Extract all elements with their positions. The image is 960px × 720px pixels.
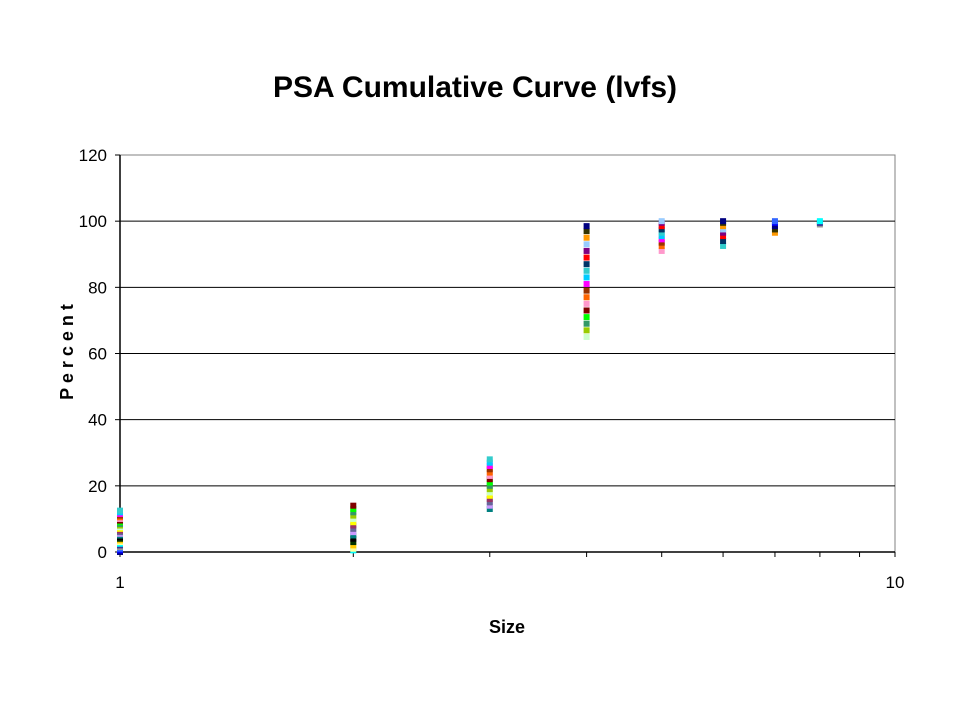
data-point (486, 459, 493, 466)
data-point (486, 482, 493, 489)
data-point (658, 229, 665, 236)
data-points (117, 218, 823, 555)
data-point (583, 241, 590, 248)
data-point (486, 469, 493, 476)
data-point (350, 522, 357, 529)
y-tick-label: 120 (79, 146, 107, 165)
data-point (350, 535, 357, 542)
data-point (583, 254, 590, 261)
data-point (583, 307, 590, 314)
data-point (658, 223, 665, 230)
x-axis-label: Size (489, 617, 525, 637)
y-tick-label: 100 (79, 212, 107, 231)
data-point (486, 466, 493, 473)
data-point (583, 267, 590, 274)
data-point (720, 233, 727, 240)
data-point (583, 247, 590, 254)
data-point (583, 234, 590, 241)
data-point (486, 486, 493, 493)
data-point (583, 333, 590, 340)
data-point (720, 229, 727, 236)
data-point (350, 502, 357, 509)
data-point (658, 233, 665, 240)
y-tick-label: 80 (88, 278, 107, 297)
data-point (658, 236, 665, 243)
chart-title: PSA Cumulative Curve (lvfs) (273, 71, 677, 104)
data-point (583, 228, 590, 235)
y-tick-label: 20 (88, 477, 107, 496)
data-point (350, 519, 357, 526)
y-tick-label: 60 (88, 345, 107, 364)
data-point (583, 327, 590, 334)
data-point (350, 545, 357, 552)
y-tick-label: 40 (88, 411, 107, 430)
data-point (658, 226, 665, 233)
data-point (583, 314, 590, 321)
data-point (771, 226, 778, 233)
data-point (486, 496, 493, 503)
data-point (350, 505, 357, 512)
data-point (486, 492, 493, 499)
data-point (583, 281, 590, 288)
data-point (486, 489, 493, 496)
data-point (583, 300, 590, 307)
data-point (486, 462, 493, 469)
data-point (583, 287, 590, 294)
data-point (350, 529, 357, 536)
x-tick-label: 1 (115, 573, 124, 592)
data-point (350, 509, 357, 516)
data-point (658, 247, 665, 254)
data-point (583, 320, 590, 327)
data-point (771, 223, 778, 230)
data-point (658, 239, 665, 246)
data-point (486, 476, 493, 483)
data-point (486, 472, 493, 479)
data-point (486, 479, 493, 486)
data-point (350, 542, 357, 549)
data-point (658, 242, 665, 249)
data-point (583, 261, 590, 268)
data-point (720, 218, 727, 225)
grid-lines (120, 220, 895, 487)
data-point (350, 515, 357, 522)
data-point (720, 223, 727, 230)
data-point (486, 456, 493, 463)
data-point (720, 242, 727, 249)
data-point (771, 218, 778, 225)
data-point (771, 229, 778, 236)
data-point (658, 218, 665, 225)
data-point (350, 525, 357, 532)
axis-ticks: 0 20 40 60 80 100 120 1 10 (79, 146, 905, 592)
data-point (486, 502, 493, 509)
data-point (486, 499, 493, 506)
data-point (583, 274, 590, 281)
data-point (350, 532, 357, 539)
data-point (583, 294, 590, 301)
data-point (720, 238, 727, 245)
y-axis-label: P e r c e n t (57, 304, 77, 400)
y-tick-label: 0 (98, 543, 107, 562)
data-point (720, 226, 727, 233)
data-point (583, 223, 590, 230)
x-tick-label: 10 (886, 573, 905, 592)
data-point (117, 507, 123, 514)
data-point (816, 218, 823, 225)
data-point (350, 539, 357, 546)
data-point (350, 512, 357, 519)
data-point (486, 505, 493, 512)
